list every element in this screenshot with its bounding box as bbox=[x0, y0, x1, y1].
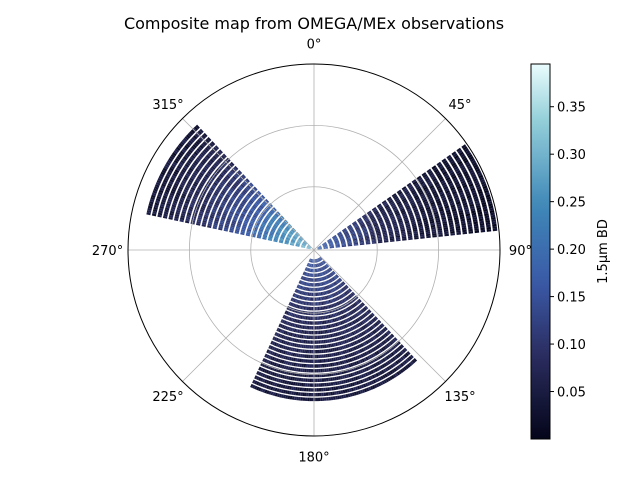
colorbar-tick-label: 0.05 bbox=[557, 386, 586, 401]
colorbar-tick-label: 0.20 bbox=[557, 243, 586, 258]
colorbar: 0.05 0.10 0.15 0.20 0.25 0.30 0.35 1.5µm BD bbox=[530, 63, 611, 440]
polar-axes-frame bbox=[127, 63, 501, 437]
colorbar-tick-label: 0.30 bbox=[557, 148, 586, 163]
colorbar-tick-label: 0.25 bbox=[557, 196, 586, 211]
theta-tick-label: 90° bbox=[509, 244, 532, 259]
strip-south-strip bbox=[250, 256, 418, 402]
strip-east-strip bbox=[317, 144, 498, 250]
theta-gridline bbox=[313, 249, 446, 382]
chart-title: Composite map from OMEGA/MEx observation… bbox=[124, 14, 504, 33]
theta-tick-label: 270° bbox=[92, 244, 123, 259]
colorbar-tick-label: 0.10 bbox=[557, 338, 586, 353]
colorbar-label: 1.5µm BD bbox=[596, 219, 611, 284]
theta-tick-label: 135° bbox=[444, 390, 475, 405]
theta-tick-label: 0° bbox=[307, 38, 322, 53]
colorbar-tick-label: 0.35 bbox=[557, 101, 586, 116]
colorbar-ticks: 0.05 0.10 0.15 0.20 0.25 0.30 0.35 bbox=[550, 101, 586, 401]
polar-axes: 0° 45° 90° 135° 180° 225° 270° 315° bbox=[92, 38, 532, 466]
strip-northwest-strip bbox=[146, 124, 312, 250]
theta-tick-label: 180° bbox=[298, 450, 329, 465]
theta-tick-label: 315° bbox=[152, 98, 183, 113]
theta-tick-label: 45° bbox=[448, 98, 471, 113]
theta-tick-label: 225° bbox=[152, 390, 183, 405]
theta-gridline bbox=[313, 118, 446, 251]
polar-grid bbox=[128, 64, 500, 436]
theta-gridline bbox=[182, 249, 315, 382]
colorbar-tick-label: 0.15 bbox=[557, 291, 586, 306]
band-depth-heatmap bbox=[146, 124, 498, 402]
theta-gridline bbox=[182, 118, 315, 251]
colorbar-gradient bbox=[530, 63, 551, 440]
theta-tick-labels: 0° 45° 90° 135° 180° 225° 270° 315° bbox=[92, 38, 532, 466]
